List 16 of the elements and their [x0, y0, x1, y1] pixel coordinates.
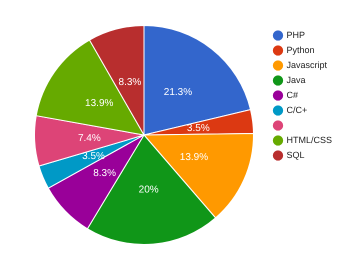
data-label: 20%	[138, 184, 159, 196]
data-label: 21.3%	[164, 86, 192, 98]
legend-label: Java	[286, 74, 306, 85]
data-label: 3.5%	[186, 122, 210, 134]
legend-label: SQL	[286, 150, 305, 160]
data-label: 8.3%	[118, 76, 142, 88]
legend-label: C#	[286, 90, 298, 100]
legend-label: HTML/CSS	[286, 134, 332, 145]
data-label: 7.4%	[78, 132, 101, 144]
data-label: 8.3%	[93, 168, 116, 179]
data-label: 13.9%	[85, 98, 114, 110]
data-label: 13.9%	[180, 152, 208, 164]
legend-label: PHP	[286, 30, 306, 40]
legend-label: Python	[286, 44, 315, 55]
legend-label: C/C+	[286, 104, 308, 115]
legend-label: Javascript	[286, 60, 328, 70]
